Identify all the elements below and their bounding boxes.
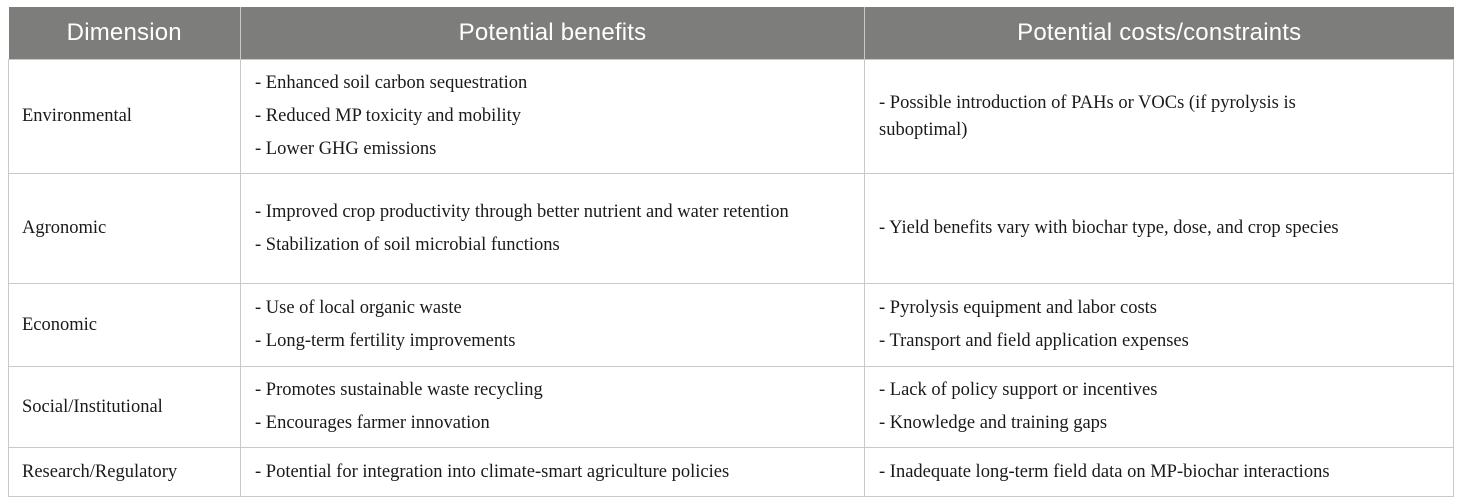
dimension-cell: Environmental [8,59,241,174]
table-row: Research/Regulatory - Potential for inte… [8,447,1454,497]
header-dimension: Dimension [8,7,241,60]
benefits-cell: - Potential for integration into climate… [240,447,865,497]
cost-item: - Yield benefits vary with biochar type,… [879,218,1339,238]
benefits-cell: - Use of local organic waste - Long-term… [240,283,865,367]
benefit-item: - Stabilization of soil microbial functi… [255,234,560,255]
dimension-cell: Social/Institutional [8,366,241,448]
cost-item: - Lack of policy support or incentives [879,380,1158,400]
cost-item: - Knowledge and training gaps [879,413,1108,433]
dimension-cell: Research/Regulatory [8,447,241,497]
cost-item: - Transport and field application expens… [879,331,1189,351]
header-benefits: Potential benefits [240,7,865,60]
benefits-cell: - Promotes sustainable waste recycling -… [240,366,865,448]
dimension-cell: Economic [8,283,241,367]
benefit-item: - Encourages farmer innovation [255,413,490,433]
benefits-cell: - Enhanced soil carbon sequestration - R… [240,59,865,174]
costs-cell: - Inadequate long-term field data on MP-… [864,447,1454,497]
benefits-cell: - Improved crop productivity through bet… [240,173,865,284]
costs-cell: - Yield benefits vary with biochar type,… [864,173,1454,284]
table-row: Social/Institutional - Promotes sustaina… [8,366,1454,448]
benefit-item: - Improved crop productivity through bet… [255,201,789,222]
table-header: Dimension Potential benefits Potential c… [8,7,1454,60]
benefit-item: - Enhanced soil carbon sequestration [255,73,528,93]
benefit-item: - Reduced MP toxicity and mobility [255,106,521,126]
table-body: Environmental - Enhanced soil carbon seq… [8,59,1454,497]
costs-cell: - Possible introduction of PAHs or VOCs … [864,59,1454,174]
header-costs: Potential costs/constraints [864,7,1454,60]
cost-item: - Possible introduction of PAHs or VOCs … [879,92,1296,140]
benefits-costs-table-container: Dimension Potential benefits Potential c… [8,7,1454,497]
costs-cell: - Pyrolysis equipment and labor costs - … [864,283,1454,367]
benefits-costs-table: Dimension Potential benefits Potential c… [8,7,1454,497]
dimension-cell: Agronomic [8,173,241,284]
benefit-item: - Lower GHG emissions [255,139,437,159]
benefit-item: - Use of local organic waste [255,298,462,318]
cost-item: - Pyrolysis equipment and labor costs [879,298,1157,318]
table-row: Economic - Use of local organic waste - … [8,283,1454,367]
table-row: Agronomic - Improved crop productivity t… [8,173,1454,284]
benefit-item: - Long-term fertility improvements [255,331,516,351]
costs-cell: - Lack of policy support or incentives -… [864,366,1454,448]
table-row: Environmental - Enhanced soil carbon seq… [8,59,1454,174]
benefit-item: - Promotes sustainable waste recycling [255,380,543,400]
header-row: Dimension Potential benefits Potential c… [8,7,1454,60]
benefit-item: - Potential for integration into climate… [255,461,730,482]
cost-item: - Inadequate long-term field data on MP-… [879,461,1330,482]
